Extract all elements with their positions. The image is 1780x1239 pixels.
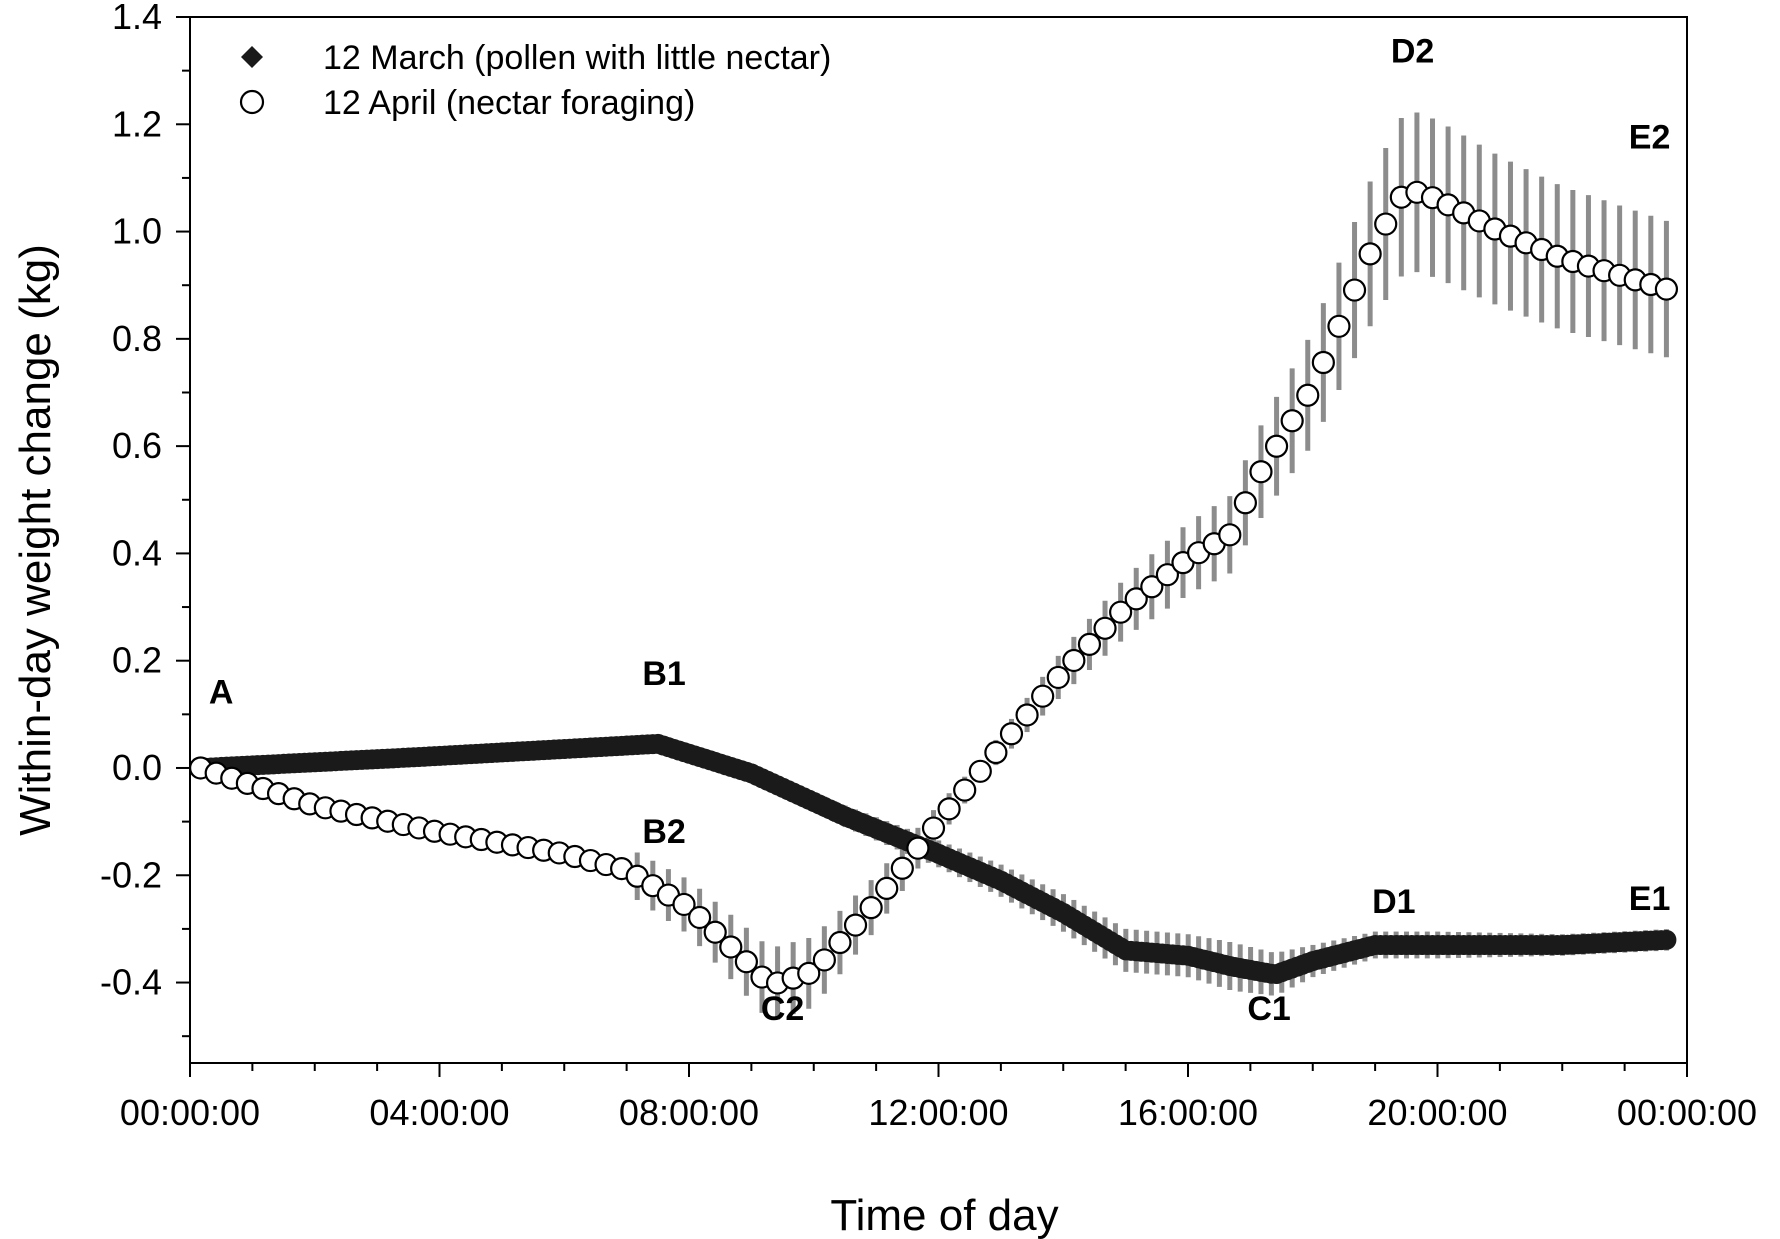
legend-marker-diamond bbox=[241, 46, 263, 68]
data-point bbox=[1280, 409, 1304, 433]
data-point bbox=[984, 740, 1008, 765]
data-point bbox=[812, 948, 836, 972]
data-point bbox=[1093, 616, 1117, 640]
x-tick-label: 16:00:00 bbox=[1118, 1092, 1258, 1133]
data-point bbox=[843, 913, 868, 937]
series-layer bbox=[189, 180, 1679, 995]
x-tick-label: 08:00:00 bbox=[619, 1092, 759, 1133]
y-axis-title: Within-day weight change (kg) bbox=[11, 244, 60, 836]
y-tick-label: -0.4 bbox=[100, 962, 162, 1003]
data-point bbox=[999, 722, 1024, 746]
data-point bbox=[1374, 212, 1398, 236]
series-march bbox=[190, 733, 1677, 985]
legend-marker-open-circle bbox=[239, 89, 265, 115]
data-point bbox=[1077, 632, 1102, 656]
annotation-label: C1 bbox=[1247, 990, 1290, 1028]
x-axis: 00:00:00 04:00:00 08:00:00 12:00:00 16:00:00… bbox=[120, 1063, 1757, 1133]
y-tick-label: 0.2 bbox=[112, 640, 162, 681]
data-point bbox=[937, 797, 961, 821]
data-point bbox=[1654, 277, 1679, 301]
legend-label-april: 12 April (nectar foraging) bbox=[323, 84, 695, 122]
x-tick-label: 12:00:00 bbox=[868, 1092, 1008, 1133]
data-point bbox=[875, 876, 899, 900]
y-tick-label: 0.0 bbox=[112, 747, 162, 788]
data-point bbox=[906, 836, 930, 860]
annotation-label: C2 bbox=[761, 990, 804, 1028]
data-point bbox=[1140, 575, 1164, 599]
x-tick-label: 00:00:00 bbox=[120, 1092, 260, 1133]
data-point bbox=[1015, 703, 1039, 727]
data-point bbox=[828, 930, 852, 955]
annotation-label: A bbox=[209, 674, 234, 712]
data-point bbox=[719, 935, 743, 959]
data-point bbox=[1342, 278, 1367, 302]
data-point bbox=[1656, 929, 1677, 950]
annotation-label: B2 bbox=[642, 813, 685, 851]
y-tick-label: 0.8 bbox=[112, 318, 162, 359]
x-tick-label: 00:00:00 bbox=[1617, 1092, 1757, 1133]
y-tick-label: 0.6 bbox=[112, 425, 162, 466]
data-point bbox=[1249, 460, 1273, 484]
x-axis-title: Time of day bbox=[830, 1191, 1058, 1239]
data-point bbox=[1233, 491, 1257, 515]
data-point bbox=[672, 892, 696, 917]
data-point bbox=[703, 920, 727, 944]
legend-item-march: 12 March (pollen with little nectar) bbox=[241, 39, 831, 77]
data-point bbox=[1062, 648, 1086, 673]
data-point bbox=[890, 856, 914, 880]
data-point bbox=[968, 759, 992, 783]
data-point bbox=[797, 961, 821, 985]
x-tick-label: 20:00:00 bbox=[1367, 1092, 1507, 1133]
data-point bbox=[1296, 383, 1320, 407]
annotations: A B1 B2 C2 C1 D1 D2 E1 E2 bbox=[209, 33, 1670, 1028]
legend-item-april: 12 April (nectar foraging) bbox=[239, 84, 695, 122]
y-tick-label: 1.2 bbox=[112, 103, 162, 144]
data-point bbox=[1264, 434, 1289, 458]
legend: 12 March (pollen with little nectar) 12 … bbox=[239, 39, 831, 122]
data-point bbox=[921, 816, 946, 840]
y-tick-label: 1.0 bbox=[112, 211, 162, 252]
data-point bbox=[953, 778, 977, 802]
data-point bbox=[1311, 350, 1335, 375]
data-point bbox=[734, 950, 758, 974]
x-tick-label: 04:00:00 bbox=[369, 1092, 509, 1133]
annotation-label: E2 bbox=[1629, 118, 1671, 156]
legend-label-march: 12 March (pollen with little nectar) bbox=[323, 39, 831, 77]
annotation-label: D1 bbox=[1372, 883, 1415, 921]
data-point bbox=[1155, 563, 1180, 587]
y-tick-label: 0.4 bbox=[112, 532, 162, 573]
data-point bbox=[1218, 523, 1242, 547]
data-point bbox=[1327, 314, 1351, 338]
y-tick-label: -0.2 bbox=[100, 854, 162, 895]
data-point bbox=[1031, 684, 1055, 708]
error-bars-march bbox=[198, 738, 1669, 996]
error-bars-april bbox=[198, 112, 1669, 1020]
y-axis: -0.4 -0.2 0.0 0.2 0.4 0.6 0.8 1.0 1.2 1.4 bbox=[100, 0, 190, 1038]
data-point bbox=[688, 905, 712, 930]
annotation-label: D2 bbox=[1391, 33, 1434, 71]
annotation-label: B1 bbox=[642, 655, 685, 693]
series-april bbox=[189, 180, 1679, 995]
data-point bbox=[1124, 587, 1148, 611]
data-point bbox=[1109, 600, 1133, 624]
data-point bbox=[859, 896, 883, 920]
error-bars bbox=[198, 112, 1669, 1020]
data-point bbox=[1358, 242, 1382, 266]
annotation-label: E1 bbox=[1629, 880, 1671, 918]
data-point bbox=[1046, 665, 1070, 690]
y-tick-label: 1.4 bbox=[112, 0, 162, 37]
